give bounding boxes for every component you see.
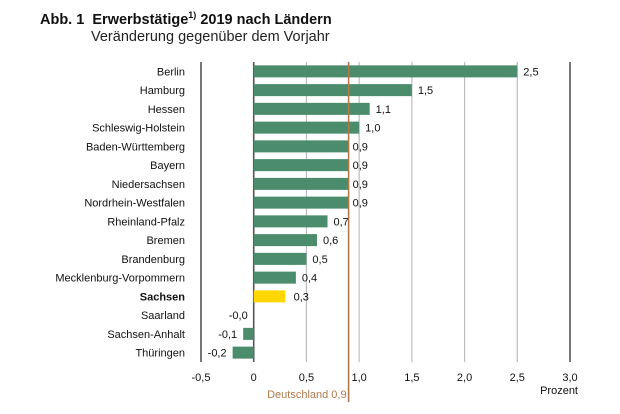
data-label: -0,1 [218,329,237,341]
bar [232,346,254,359]
data-label: 2,5 [523,66,538,78]
x-axis-label: Prozent [540,385,578,397]
category-label: Baden-Württemberg [86,141,185,153]
bar [253,65,518,78]
data-label: 0,9 [353,198,368,210]
bar [253,159,349,172]
category-label: Mecklenburg-Vorpommern [55,273,185,285]
bar [253,84,412,97]
bar [243,327,254,340]
bar [253,252,307,265]
x-tick-label: 1,0 [351,372,366,384]
data-label: 0,6 [323,235,338,247]
title-suffix: 2019 nach Ländern [200,11,332,28]
bar [253,271,296,284]
data-label: 1,5 [418,85,433,97]
category-label: Hessen [148,104,185,116]
category-label: Sachsen [140,291,186,303]
reference-line-label: Deutschland 0,9 [267,389,347,401]
category-label: Bremen [146,235,185,247]
category-label: Rheinland-Pfalz [107,216,185,228]
data-label: 0,9 [353,179,368,191]
bar [253,290,286,303]
data-label: -0,0 [229,310,248,322]
category-label: Schleswig-Holstein [92,123,185,135]
x-tick-label: -0,5 [192,372,211,384]
data-label: 0,3 [294,291,309,303]
figure-number: Abb. 1 [40,11,85,28]
category-label: Niedersachsen [112,179,185,191]
category-label: Hamburg [140,85,185,97]
x-tick-label: 0 [251,372,257,384]
data-label: 0,5 [312,254,327,266]
data-label: 0,9 [353,141,368,153]
bar [253,102,370,115]
x-tick-label: 2,5 [510,372,525,384]
chart-subtitle: Veränderung gegenüber dem Vorjahr [91,29,330,45]
bar [253,196,349,209]
x-tick-label: 0,5 [299,372,314,384]
category-label: Saarland [141,310,185,322]
x-tick-label: 3,0 [562,372,577,384]
category-label: Thüringen [135,348,185,360]
data-label: 1,1 [376,104,391,116]
data-label: 0,4 [302,273,317,285]
title-main: Erwerbstätige [92,11,189,28]
category-label: Sachsen-Anhalt [107,329,185,341]
data-label: -0,2 [208,348,227,360]
category-label: Berlin [157,66,185,78]
bar [253,234,317,247]
bar [253,140,349,153]
category-label: Brandenburg [121,254,185,266]
bar [253,177,349,190]
title-footnote: 1) [188,10,197,20]
category-label: Bayern [150,160,185,172]
chart-title: Abb. 1 Erwerbstätige1) 2019 nach Ländern [40,10,332,28]
x-tick-label: 2,0 [457,372,472,384]
bar [253,121,360,134]
x-tick-label: 1,5 [404,372,419,384]
data-label: 1,0 [365,123,380,135]
bar [253,215,328,228]
category-label: Nordrhein-Westfalen [84,198,185,210]
data-label: 0,9 [353,160,368,172]
data-label: 0,7 [334,216,349,228]
